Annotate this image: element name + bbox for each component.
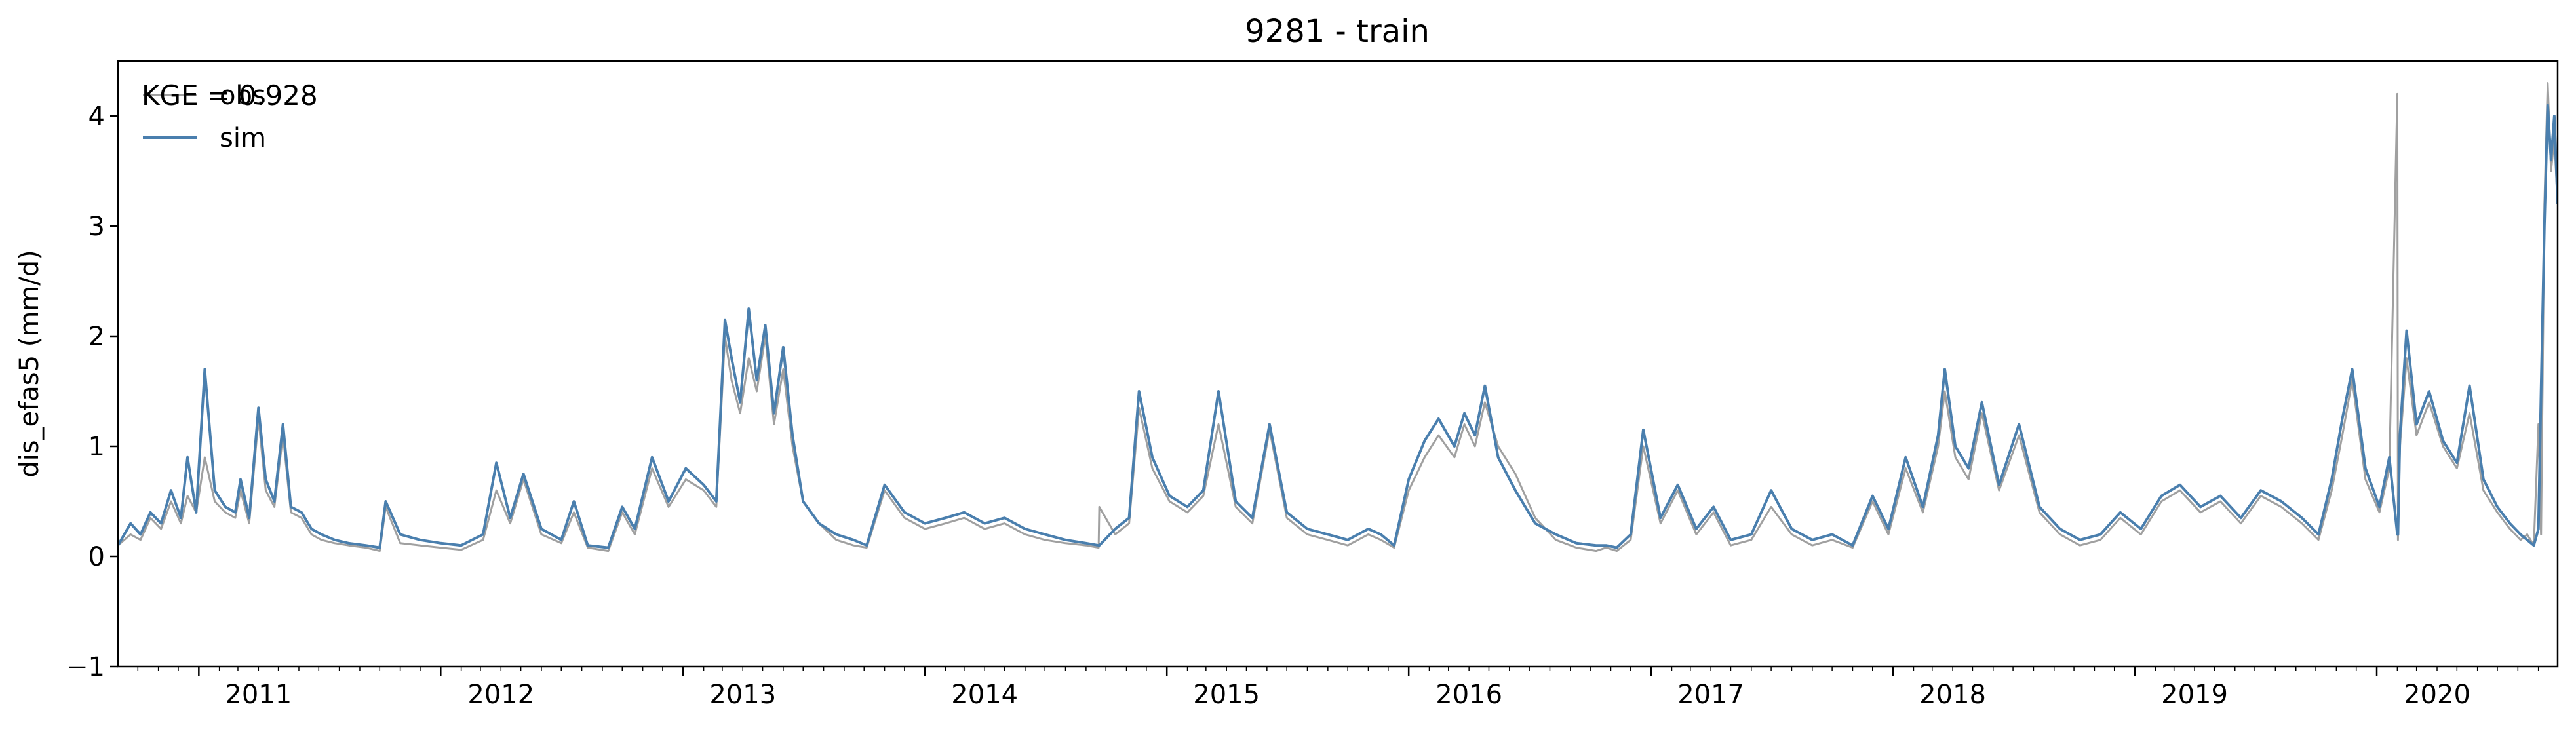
y-tick-label: 1 <box>88 432 105 462</box>
x-tick-label: 2012 <box>467 680 534 710</box>
x-tick-label: 2017 <box>1677 680 1744 710</box>
legend: obs sim <box>143 81 266 153</box>
x-tick-label: 2011 <box>225 680 292 710</box>
x-tick-label: 2014 <box>951 680 1018 710</box>
axes-frame <box>117 60 2559 668</box>
legend-label-obs: obs <box>220 81 266 111</box>
y-tick-label: −1 <box>66 652 105 682</box>
series-line-obs <box>118 82 2558 552</box>
x-tick-label: 2018 <box>1919 680 1986 710</box>
x-tick-label: 2013 <box>709 680 776 710</box>
y-tick-label: 3 <box>88 212 105 242</box>
axes: −1 0 1 2 3 4 2011 2012 2013 2014 2015 2016 2017 2018 2… <box>66 60 2559 710</box>
legend-label-sim: sim <box>220 123 266 153</box>
y-tick-label: 4 <box>88 102 105 132</box>
y-tick-label: 2 <box>88 322 105 352</box>
y-tick-label: 0 <box>88 542 105 572</box>
x-tick-label: 2015 <box>1193 680 1260 710</box>
x-tick-label: 2020 <box>2404 680 2470 710</box>
x-tick-label: 2019 <box>2161 680 2228 710</box>
y-axis-label: dis_efas5 (mm/d) <box>14 250 45 478</box>
x-tick-label: 2016 <box>1435 680 1502 710</box>
chart-title: 9281 - train <box>1245 13 1430 50</box>
plot-area <box>118 82 2558 552</box>
kge-annotation: KGE = 0.928 <box>142 79 318 111</box>
series-line-sim <box>118 104 2558 549</box>
